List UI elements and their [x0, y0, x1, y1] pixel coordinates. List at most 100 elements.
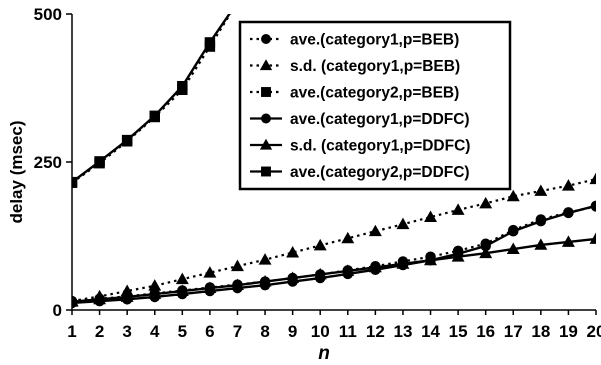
data-point [396, 217, 410, 230]
data-point [72, 176, 78, 188]
legend-label: ave.(category2,p=BEB) [290, 85, 459, 102]
series-3 [72, 14, 232, 188]
data-point [451, 203, 465, 215]
data-point [120, 290, 134, 302]
data-point [589, 232, 596, 244]
data-point [148, 279, 162, 291]
legend-label: s.d. (category1,p=BEB) [290, 58, 460, 75]
data-point [535, 215, 547, 227]
series-1 [72, 201, 596, 307]
data-point [563, 207, 574, 219]
data-point [561, 179, 575, 191]
x-tick-label: 16 [476, 322, 495, 341]
series-5 [72, 232, 596, 307]
series-4 [72, 200, 596, 309]
data-point [506, 242, 520, 254]
legend-swatch-marker [261, 166, 271, 177]
data-point [175, 284, 189, 296]
data-point [589, 172, 596, 185]
legend-entry-1: ave.(category1,p=BEB) [250, 32, 459, 49]
x-tick-label: 10 [311, 322, 330, 341]
data-point [286, 246, 300, 258]
x-tick-label: 7 [233, 322, 242, 341]
series-line [72, 237, 596, 303]
x-tick-label: 15 [449, 322, 468, 341]
y-axis-title: delay (msec) [7, 121, 26, 224]
data-point [341, 231, 355, 244]
legend-entry-5: s.d. (category1,p=DDFC) [250, 138, 470, 155]
data-point [508, 226, 519, 237]
data-point [313, 267, 327, 280]
legend-swatch-marker [259, 138, 273, 150]
data-point [313, 238, 327, 251]
x-tick-label: 8 [260, 322, 269, 341]
x-tick-label: 20 [587, 322, 601, 341]
y-tick-label: 0 [53, 301, 62, 320]
legend-label: ave.(category2,p=DDFC) [290, 164, 470, 181]
legend-swatch-marker [259, 59, 273, 71]
legend-entry-4: ave.(category1,p=DDFC) [250, 111, 470, 128]
data-point [231, 278, 244, 291]
x-tick-label: 13 [393, 322, 412, 341]
x-tick-label: 14 [421, 322, 440, 341]
x-tick-label: 3 [122, 322, 131, 341]
data-point [561, 235, 575, 247]
x-tick-label: 6 [205, 322, 214, 341]
legend-box [238, 20, 512, 191]
x-axis-title: n [318, 343, 330, 364]
data-point [175, 272, 189, 285]
data-point [286, 271, 300, 283]
data-point [258, 275, 272, 287]
x-tick-label: 4 [150, 322, 160, 341]
data-point [148, 287, 162, 299]
x-tick-label: 19 [559, 322, 578, 341]
y-tick-label: 500 [34, 5, 62, 24]
data-point [258, 253, 272, 265]
x-tick-label: 1 [67, 322, 76, 341]
data-point [121, 134, 133, 146]
data-point [424, 253, 437, 266]
legend-swatch-marker [261, 113, 271, 124]
data-point [149, 110, 160, 122]
legend-label: ave.(category1,p=DDFC) [290, 111, 470, 128]
x-tick-label: 18 [531, 322, 550, 341]
legend-label: ave.(category1,p=BEB) [290, 32, 459, 49]
data-point [451, 250, 465, 262]
legend-swatch-marker [261, 34, 271, 44]
legend-entry-3: ave.(category2,p=BEB) [250, 85, 459, 102]
data-point [177, 80, 188, 92]
data-point [231, 259, 244, 272]
series-6 [72, 14, 231, 188]
x-tick-label: 12 [366, 322, 385, 341]
data-point [341, 264, 355, 276]
data-point [396, 257, 410, 269]
data-point [534, 184, 548, 196]
data-point [368, 260, 382, 273]
data-point [590, 200, 596, 212]
data-point [480, 240, 491, 252]
data-point [203, 281, 217, 294]
data-point [93, 292, 107, 305]
series-line [72, 14, 232, 184]
data-point [424, 210, 437, 222]
series-2 [72, 172, 596, 307]
data-point [94, 156, 105, 167]
x-tick-label: 2 [95, 322, 104, 341]
x-tick-label: 11 [339, 322, 357, 341]
data-point [479, 196, 493, 209]
data-point [120, 284, 134, 296]
data-point [203, 266, 217, 278]
data-point [72, 295, 79, 307]
legend-entry-6: ave.(category2,p=DDFC) [250, 164, 470, 181]
series-line [72, 178, 596, 303]
y-tick-label: 250 [34, 153, 62, 172]
x-tick-label: 9 [288, 322, 297, 341]
data-point [479, 246, 493, 259]
data-point [534, 238, 548, 250]
legend-swatch-marker [261, 87, 271, 97]
legend-entry-2: s.d. (category1,p=BEB) [250, 58, 460, 75]
series-line [72, 14, 231, 184]
data-point [506, 189, 520, 202]
